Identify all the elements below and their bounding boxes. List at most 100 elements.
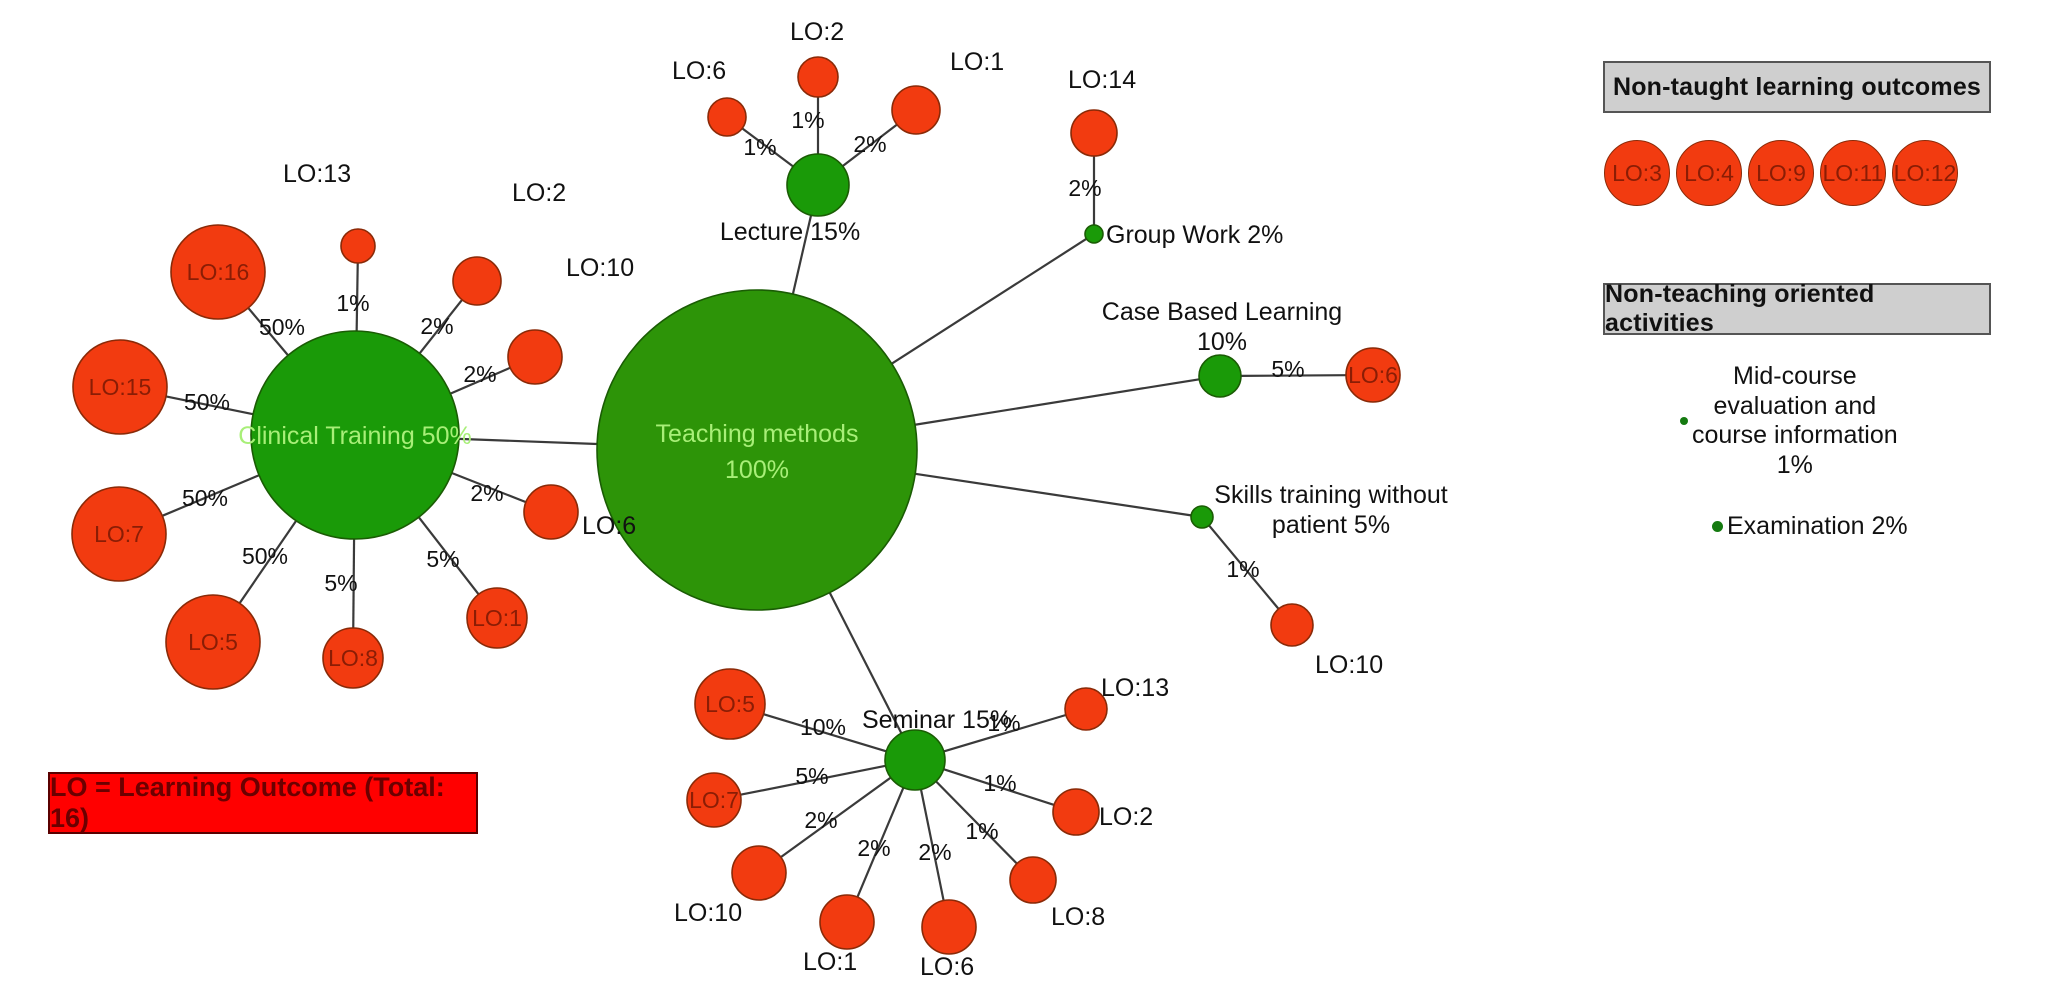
edge-teaching-methods-to-group-work [891,237,1088,365]
label-lbl-lec-lo1: LO:1 [950,48,1004,76]
node-lec-lo2[interactable] [797,56,839,98]
activity-examination: Examination 2% [1712,512,1908,542]
node-case-based-learning[interactable] [1198,354,1242,398]
node-ct-lo5[interactable] [165,594,261,690]
node-ct-lo1[interactable] [466,587,528,649]
node-ct-lo6[interactable] [523,484,579,540]
edge-percent-sem-lo6: 2% [918,839,951,865]
legend-non-taught-header: Non-taught learning outcomes [1603,61,1991,113]
edge-seminar-to-sem-lo6 [919,789,945,901]
legend-learning-outcome-key: LO = Learning Outcome (Total: 16) [48,772,478,834]
edge-percent-ct-lo8: 5% [324,570,357,596]
node-sem-lo5[interactable] [694,668,766,740]
node-sem-lo1[interactable] [819,894,875,950]
node-lec-lo1[interactable] [891,85,941,135]
label-lbl-sem-lo6: LO:6 [920,953,974,981]
label-lbl-lec-lo2: LO:2 [790,18,844,46]
edge-teaching-methods-to-clinical-training [458,437,598,446]
edge-seminar-to-sem-lo13 [943,713,1067,753]
label-lbl-gw-lo14: LO:14 [1068,66,1136,94]
legend-lo-chip-lo4[interactable]: LO:4 [1676,140,1742,206]
green-node-group [250,153,1242,791]
outer-label-group: LO:13 LO:2 LO:10 LO:6 LO:6 LO:2 LO:1 LO:14 LO:10… [283,18,1383,981]
edge-percent-sem-lo7: 5% [795,763,828,789]
node-sem-lo8[interactable] [1009,856,1057,904]
node-sem-lo10[interactable] [731,845,787,901]
legend-non-taught-chip-row: LO:3 LO:4 LO:9 LO:11 LO:12 [1604,140,1958,206]
node-gw-lo14[interactable] [1070,109,1118,157]
edge-percent-gw-lo14: 2% [1068,175,1101,201]
edge-percent-sem-lo2: 1% [983,770,1016,796]
edge-clinical-training-to-ct-lo1 [417,516,480,595]
edge-seminar-to-sem-lo5 [763,713,887,753]
node-sem-lo13[interactable] [1064,687,1108,731]
node-cbl-lo6[interactable] [1345,347,1401,403]
node-sem-lo2[interactable] [1052,788,1100,836]
node-seminar[interactable] [884,729,946,791]
edge-percent-sem-lo10: 2% [804,807,837,833]
node-label-sem-lo5: LO:5 [705,691,755,717]
label-lbl-seminar: Seminar 15% [862,706,1012,734]
node-label-cbl-lo6: LO:6 [1348,362,1398,388]
edge-percent-sem-lo8: 1% [965,818,998,844]
edge-clinical-training-to-ct-lo13 [355,262,359,332]
edge-seminar-to-sem-lo2 [943,768,1055,806]
node-teaching-methods[interactable] [596,289,918,611]
node-sem-lo6[interactable] [921,899,977,955]
activity-mid-course-evaluation: Mid-course evaluation and course informati… [1680,362,1910,480]
node-ct-lo10[interactable] [507,329,563,385]
node-ct-lo15[interactable] [72,339,168,435]
edge-clinical-training-to-ct-lo15 [165,395,254,416]
green-dot-icon [1680,417,1688,425]
edge-case-based-learning-to-cbl-lo6 [1240,374,1347,377]
node-skills-training[interactable] [1190,505,1214,529]
edge-percent-label-group: 50% 1% 2% 2% 50% 2% 50% 5% 50% 5% 1% 1% 2% 2% 5% 1% 10% 1… [182,107,1305,865]
node-label-sem-lo7: LO:7 [689,787,739,813]
edge-teaching-methods-to-skills-training [915,472,1192,517]
label-lbl-cbl-2: 10% [1197,328,1247,356]
edge-percent-ct-lo7: 50% [182,485,228,511]
legend-learning-outcome-text: LO = Learning Outcome (Total: 16) [50,772,445,833]
edge-seminar-to-sem-lo10 [780,776,892,859]
legend-non-teaching-header: Non-teaching oriented activities [1603,280,1991,337]
edge-percent-ct-lo2: 2% [420,313,453,339]
edge-clinical-training-to-ct-lo2 [418,299,463,355]
trunk-edge-group [458,214,1200,734]
node-group-work[interactable] [1084,224,1104,244]
hub-label-group: Teaching methods 100% Clinical Training 50… [238,218,1447,734]
edge-percent-ct-lo6: 2% [470,480,503,506]
node-ct-lo13[interactable] [340,228,376,264]
edge-percent-cbl-lo6: 5% [1271,356,1304,382]
node-lecture[interactable] [786,153,850,217]
node-label-ct-lo8: LO:8 [328,645,378,671]
edge-percent-lec-lo2: 1% [791,107,824,133]
node-ct-lo16[interactable] [170,224,266,320]
node-lec-lo6[interactable] [707,97,747,137]
label-lbl-sem-lo10: LO:10 [674,899,742,927]
edge-clinical-training-to-ct-lo16 [247,307,289,357]
edge-seminar-to-sem-lo7 [740,764,886,796]
label-lbl-ct-lo6: LO:6 [582,512,636,540]
legend-lo-chip-lo3[interactable]: LO:3 [1604,140,1670,206]
label-lbl-cbl-1: Case Based Learning [1102,298,1342,326]
node-label-ct-lo5: LO:5 [188,629,238,655]
label-lbl-groupwork: Group Work 2% [1106,221,1283,249]
leaf-inner-label-group: LO:16 LO:15 LO:7 LO:1 LO:5 LO:8 LO:6 LO:5 LO:7 [89,259,1398,813]
legend-lo-chip-lo9[interactable]: LO:9 [1748,140,1814,206]
edge-teaching-methods-to-lecture [791,214,813,295]
label-lbl-skills-1: Skills training without [1214,481,1447,509]
edge-clinical-training-to-ct-lo7 [161,474,260,517]
node-ct-lo8[interactable] [322,627,384,689]
edge-percent-lec-lo1: 2% [853,131,886,157]
node-ct-lo7[interactable] [71,486,167,582]
node-st-lo10[interactable] [1270,603,1314,647]
node-ct-lo2[interactable] [452,256,502,306]
label-lbl-sem-lo13: LO:13 [1101,674,1169,702]
legend-lo-chip-lo11[interactable]: LO:11 [1820,140,1886,206]
node-clinical-training[interactable] [250,330,460,540]
node-sem-lo7[interactable] [686,772,742,828]
edge-clinical-training-to-ct-lo6 [451,472,527,504]
legend-lo-chip-lo12[interactable]: LO:12 [1892,140,1958,206]
label-lbl-teaching-2: 100% [725,456,789,484]
